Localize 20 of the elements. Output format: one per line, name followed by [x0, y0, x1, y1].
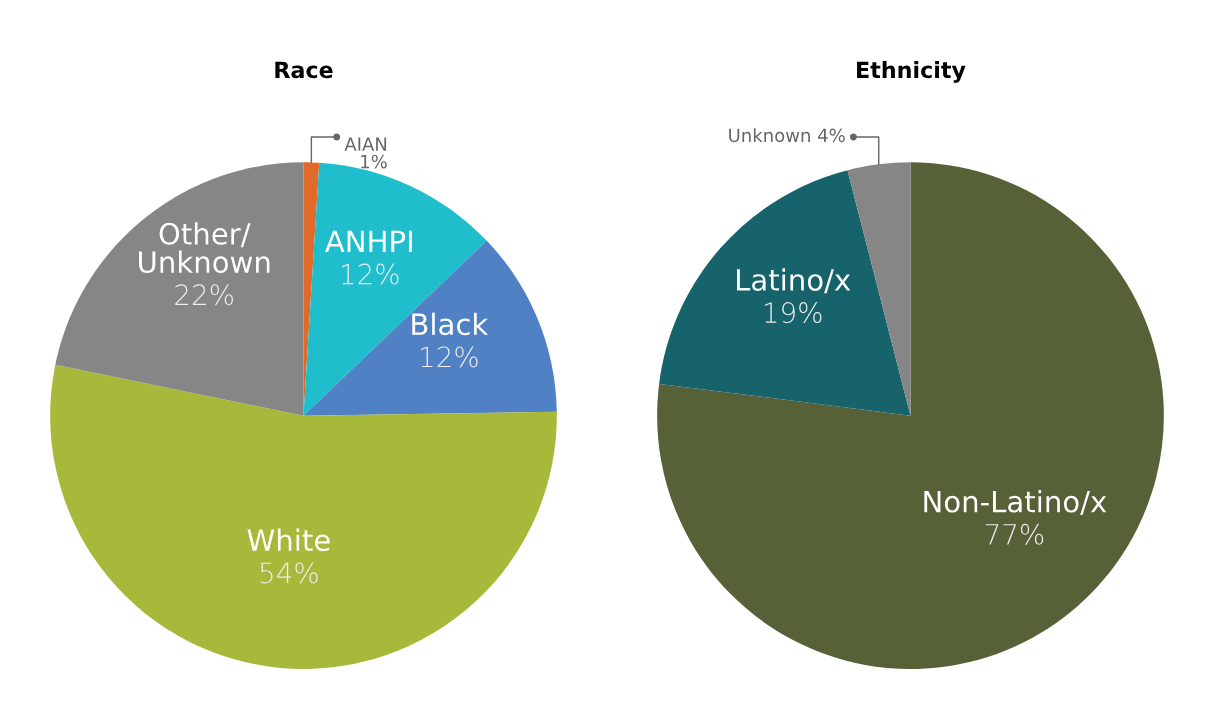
- slice-label: Non-Latino/x: [924, 490, 1107, 515]
- data-label: 22%: [175, 284, 233, 306]
- slice-label: Latino/x: [736, 268, 851, 294]
- slice-label: ANHPI: [325, 230, 412, 252]
- data-label: 54%: [260, 562, 318, 584]
- pie-slice: [657, 162, 1164, 669]
- chart-title: Race: [275, 61, 333, 79]
- pie-slice: [55, 162, 304, 416]
- data-label: 19%: [764, 302, 822, 324]
- data-label: 12%: [421, 346, 478, 368]
- slice-label: AIAN: [344, 137, 387, 151]
- data-label: 77%: [985, 523, 1044, 545]
- slice-label: Other/ Unknown: [139, 222, 270, 274]
- slice-label: Black: [412, 312, 489, 336]
- chart-title: Ethnicity: [857, 61, 966, 83]
- slice-label: Unknown 4%: [729, 128, 845, 143]
- slice-label: White: [247, 528, 330, 552]
- data-label: 12%: [341, 263, 399, 285]
- pie-slice: [659, 170, 911, 416]
- data-label: 1%: [361, 154, 387, 169]
